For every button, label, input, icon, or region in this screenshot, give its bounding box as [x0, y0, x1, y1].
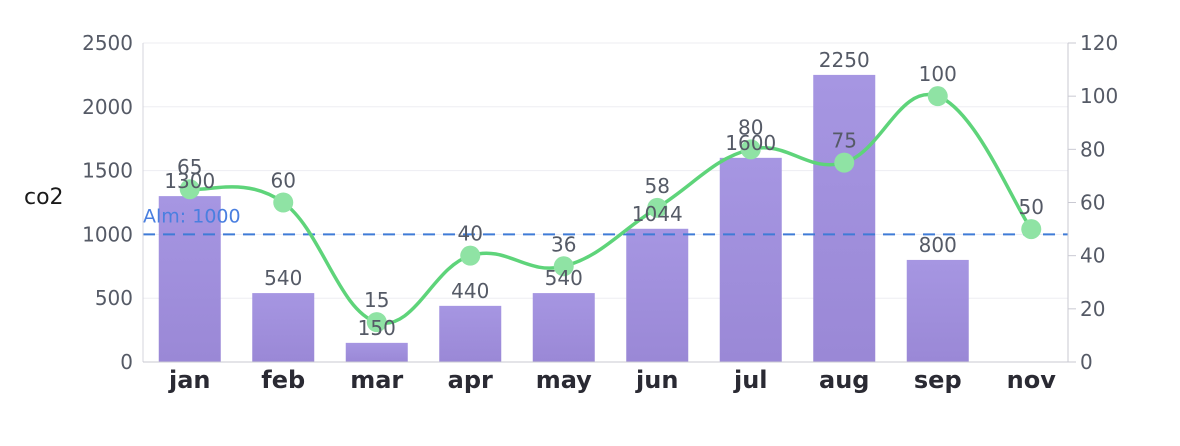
y-axis-title: co2	[24, 185, 64, 210]
line-value-label-jul: 80	[738, 115, 763, 139]
line-value-label-mar: 15	[364, 288, 389, 312]
bar-value-label-aug: 2250	[819, 48, 870, 72]
bar-value-label-feb: 540	[264, 266, 302, 290]
bar-jan	[158, 196, 221, 362]
bar-jul	[719, 157, 782, 362]
bar-value-label-jan: 1300	[164, 169, 215, 193]
x-tick-label-sep: sep	[914, 366, 962, 394]
line-value-label-sep: 100	[919, 62, 957, 86]
data-label-layer: 1300 540 150 440 540 1044 1600 2250 800 65 60 15 40 3…	[164, 48, 1044, 340]
line-point-jun	[647, 197, 668, 218]
line-value-label-may: 36	[551, 232, 576, 256]
right-tick-label: 80	[1080, 137, 1105, 161]
line-point-aug	[834, 152, 855, 173]
line-point-feb	[273, 192, 294, 213]
x-tick-label-aug: aug	[819, 366, 869, 394]
reference-line-label: Alm: 1000	[143, 205, 241, 227]
right-tick-label: 20	[1080, 297, 1105, 321]
bar-value-label-apr: 440	[451, 279, 489, 303]
bar-aug	[813, 74, 876, 363]
line-value-label-apr: 40	[458, 222, 483, 246]
line-point-jul	[740, 139, 761, 160]
line-point-nov	[1021, 219, 1042, 240]
bar-value-label-sep: 800	[919, 233, 957, 257]
line-point-may	[553, 256, 574, 277]
bar-value-label-may: 540	[545, 266, 583, 290]
bar-apr	[439, 305, 502, 362]
x-tick-label-apr: apr	[448, 366, 493, 394]
right-tick-label: 120	[1080, 31, 1118, 55]
line-value-label-jun: 58	[645, 174, 670, 198]
line-point-sep	[927, 86, 948, 107]
left-tick-label: 500	[95, 286, 133, 310]
bar-value-label-mar: 150	[358, 316, 396, 340]
bar-layer	[158, 74, 969, 363]
left-tick-label: 0	[120, 350, 133, 374]
left-tick-label: 2500	[82, 31, 133, 55]
x-tick-label-nov: nov	[1007, 366, 1057, 394]
x-tick-label-jan: jan	[168, 366, 211, 394]
bar-jun	[626, 228, 689, 362]
left-tick-label: 2000	[82, 95, 133, 119]
x-tick-label-may: may	[536, 366, 592, 394]
line-point-apr	[460, 245, 481, 266]
right-tick-label: 0	[1080, 350, 1093, 374]
line-value-label-feb: 60	[271, 169, 296, 193]
line-value-label-aug: 75	[832, 129, 857, 153]
right-tick-label: 60	[1080, 191, 1105, 215]
right-tick-label: 100	[1080, 84, 1118, 108]
left-tick-label: 1000	[82, 222, 133, 246]
x-tick-label-mar: mar	[350, 366, 403, 394]
line-point-jan	[179, 179, 200, 200]
line-point-mar	[366, 312, 387, 333]
bar-value-label-jun: 1044	[632, 202, 683, 226]
line-value-label-jan: 65	[177, 155, 202, 179]
left-tick-label: 1500	[82, 159, 133, 183]
right-tick-label: 40	[1080, 244, 1105, 268]
bar-mar	[345, 342, 408, 362]
line-value-label-nov: 50	[1019, 195, 1044, 219]
x-tick-label-feb: feb	[261, 366, 305, 394]
line-series-layer	[179, 86, 1042, 333]
reference-line-layer: Alm: 1000	[143, 205, 1068, 236]
bar-feb	[252, 293, 315, 362]
x-tick-label-jun: jun	[635, 366, 678, 394]
x-tick-label-jul: jul	[733, 366, 768, 394]
bar-sep	[906, 259, 969, 362]
bar-may	[532, 293, 595, 362]
axis-layer: 0 500 1000 1500 2000 2500 0 20 40 60 80 100 120 jan fe…	[82, 31, 1118, 394]
line-series-path	[189, 92, 1033, 326]
bar-value-label-jul: 1600	[725, 131, 776, 155]
